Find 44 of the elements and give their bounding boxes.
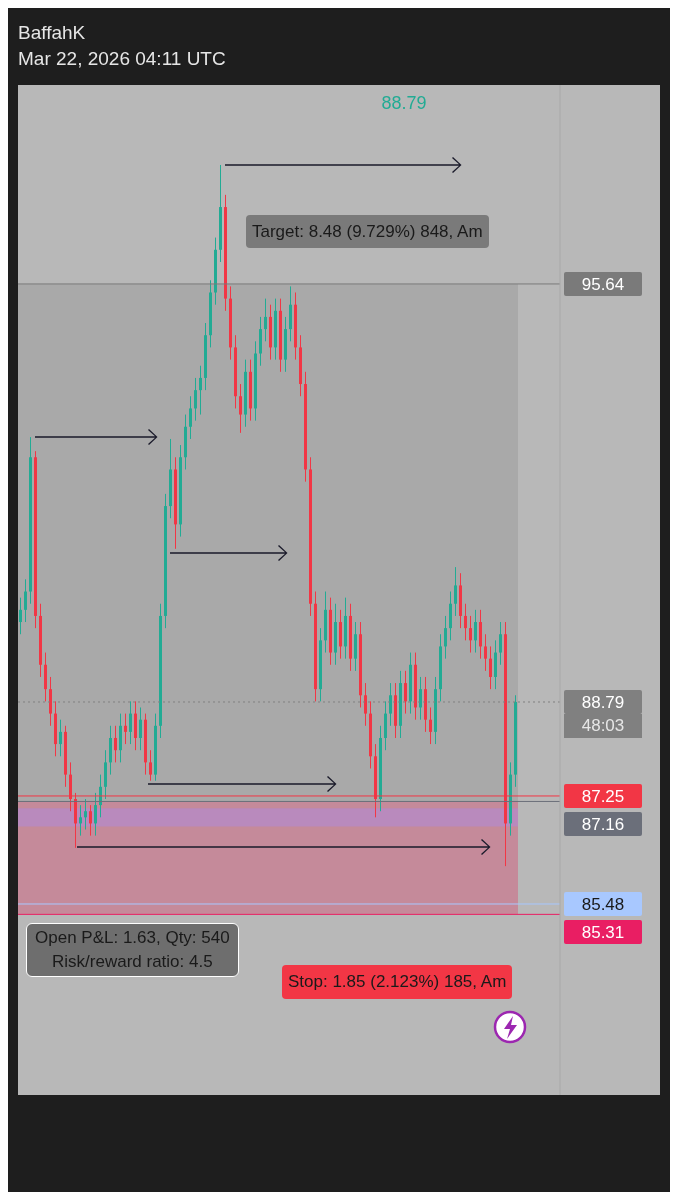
candlestick [19,597,22,635]
candlestick [464,603,467,641]
candlestick [94,792,97,837]
candlestick [149,749,152,782]
annotation: 88.79 [380,93,428,114]
candlestick [124,713,127,745]
candlestick [484,633,487,672]
candlestick [489,645,492,690]
candlestick [469,615,472,654]
annotation: Target: 8.48 (9.729%) 848, Am [246,215,489,248]
candlestick [84,798,87,831]
candlestick [474,609,477,654]
candlestick [129,700,132,745]
annotation: Open P&L: 1.63, Qty: 540 [35,927,230,949]
candlestick [444,615,447,660]
chart-subtitle: Mar 22, 2026 04:11 UTC [18,47,226,71]
candlestick [264,298,267,342]
y-tick-label: 88.79 [581,692,625,712]
candlestick [139,706,142,751]
candlestick [24,578,27,623]
candlestick [194,377,197,422]
annotation: Risk/reward ratio: 4.5 [51,951,214,973]
ref-line-label: 85.31 [581,922,625,942]
candlestick [239,383,242,434]
chart-title: BaffahK [18,21,87,45]
candlestick [79,804,82,837]
candlestick [364,682,367,727]
candlestick [429,706,432,745]
y-tick-label: 85.48 [581,894,625,914]
candlestick [454,566,457,617]
annotation: Stop: 1.85 (2.123%) 185, Am [282,965,513,999]
candlestick [189,395,192,440]
text: 48:03 [564,713,642,738]
candlestick [89,804,92,837]
candlestick [114,725,117,763]
candlestick [404,670,407,715]
candlestick [389,682,392,727]
ref-line-label: 87.16 [581,814,625,834]
candlestick [419,676,422,721]
candlestick [199,365,202,416]
y-tick-label: 95.64 [581,274,625,294]
candlestick [499,621,502,666]
candlestick [59,719,62,757]
y-tick-label: 87.25 [581,786,625,806]
